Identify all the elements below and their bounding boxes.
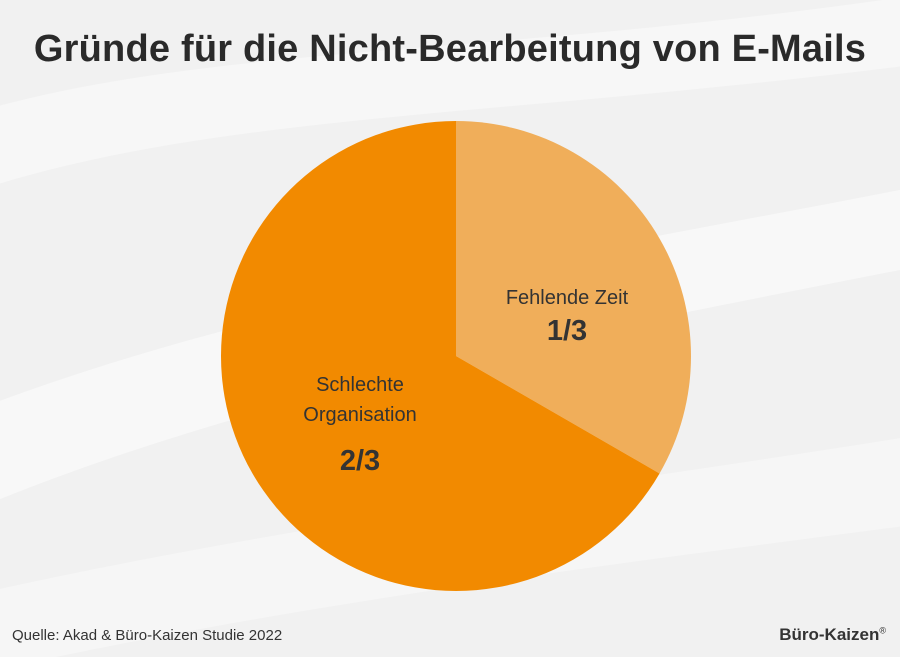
slice-label: Schlechte Organisation [303, 374, 416, 426]
chart-title: Gründe für die Nicht-Bearbeitung von E-M… [33, 28, 867, 70]
brand-logo: Büro-Kaizen® [779, 625, 886, 645]
source-note: Quelle: Akad & Büro-Kaizen Studie 2022 [12, 627, 283, 644]
registered-mark: ® [879, 625, 886, 636]
pie-slice [220, 120, 660, 591]
slice-label: Fehlende Zeit [506, 287, 629, 309]
brand-name: Büro-Kaizen [779, 625, 880, 644]
pie-slice [456, 121, 692, 474]
slice-value-label: 1/3 [547, 315, 587, 347]
slice-value-label: 2/3 [340, 445, 380, 477]
